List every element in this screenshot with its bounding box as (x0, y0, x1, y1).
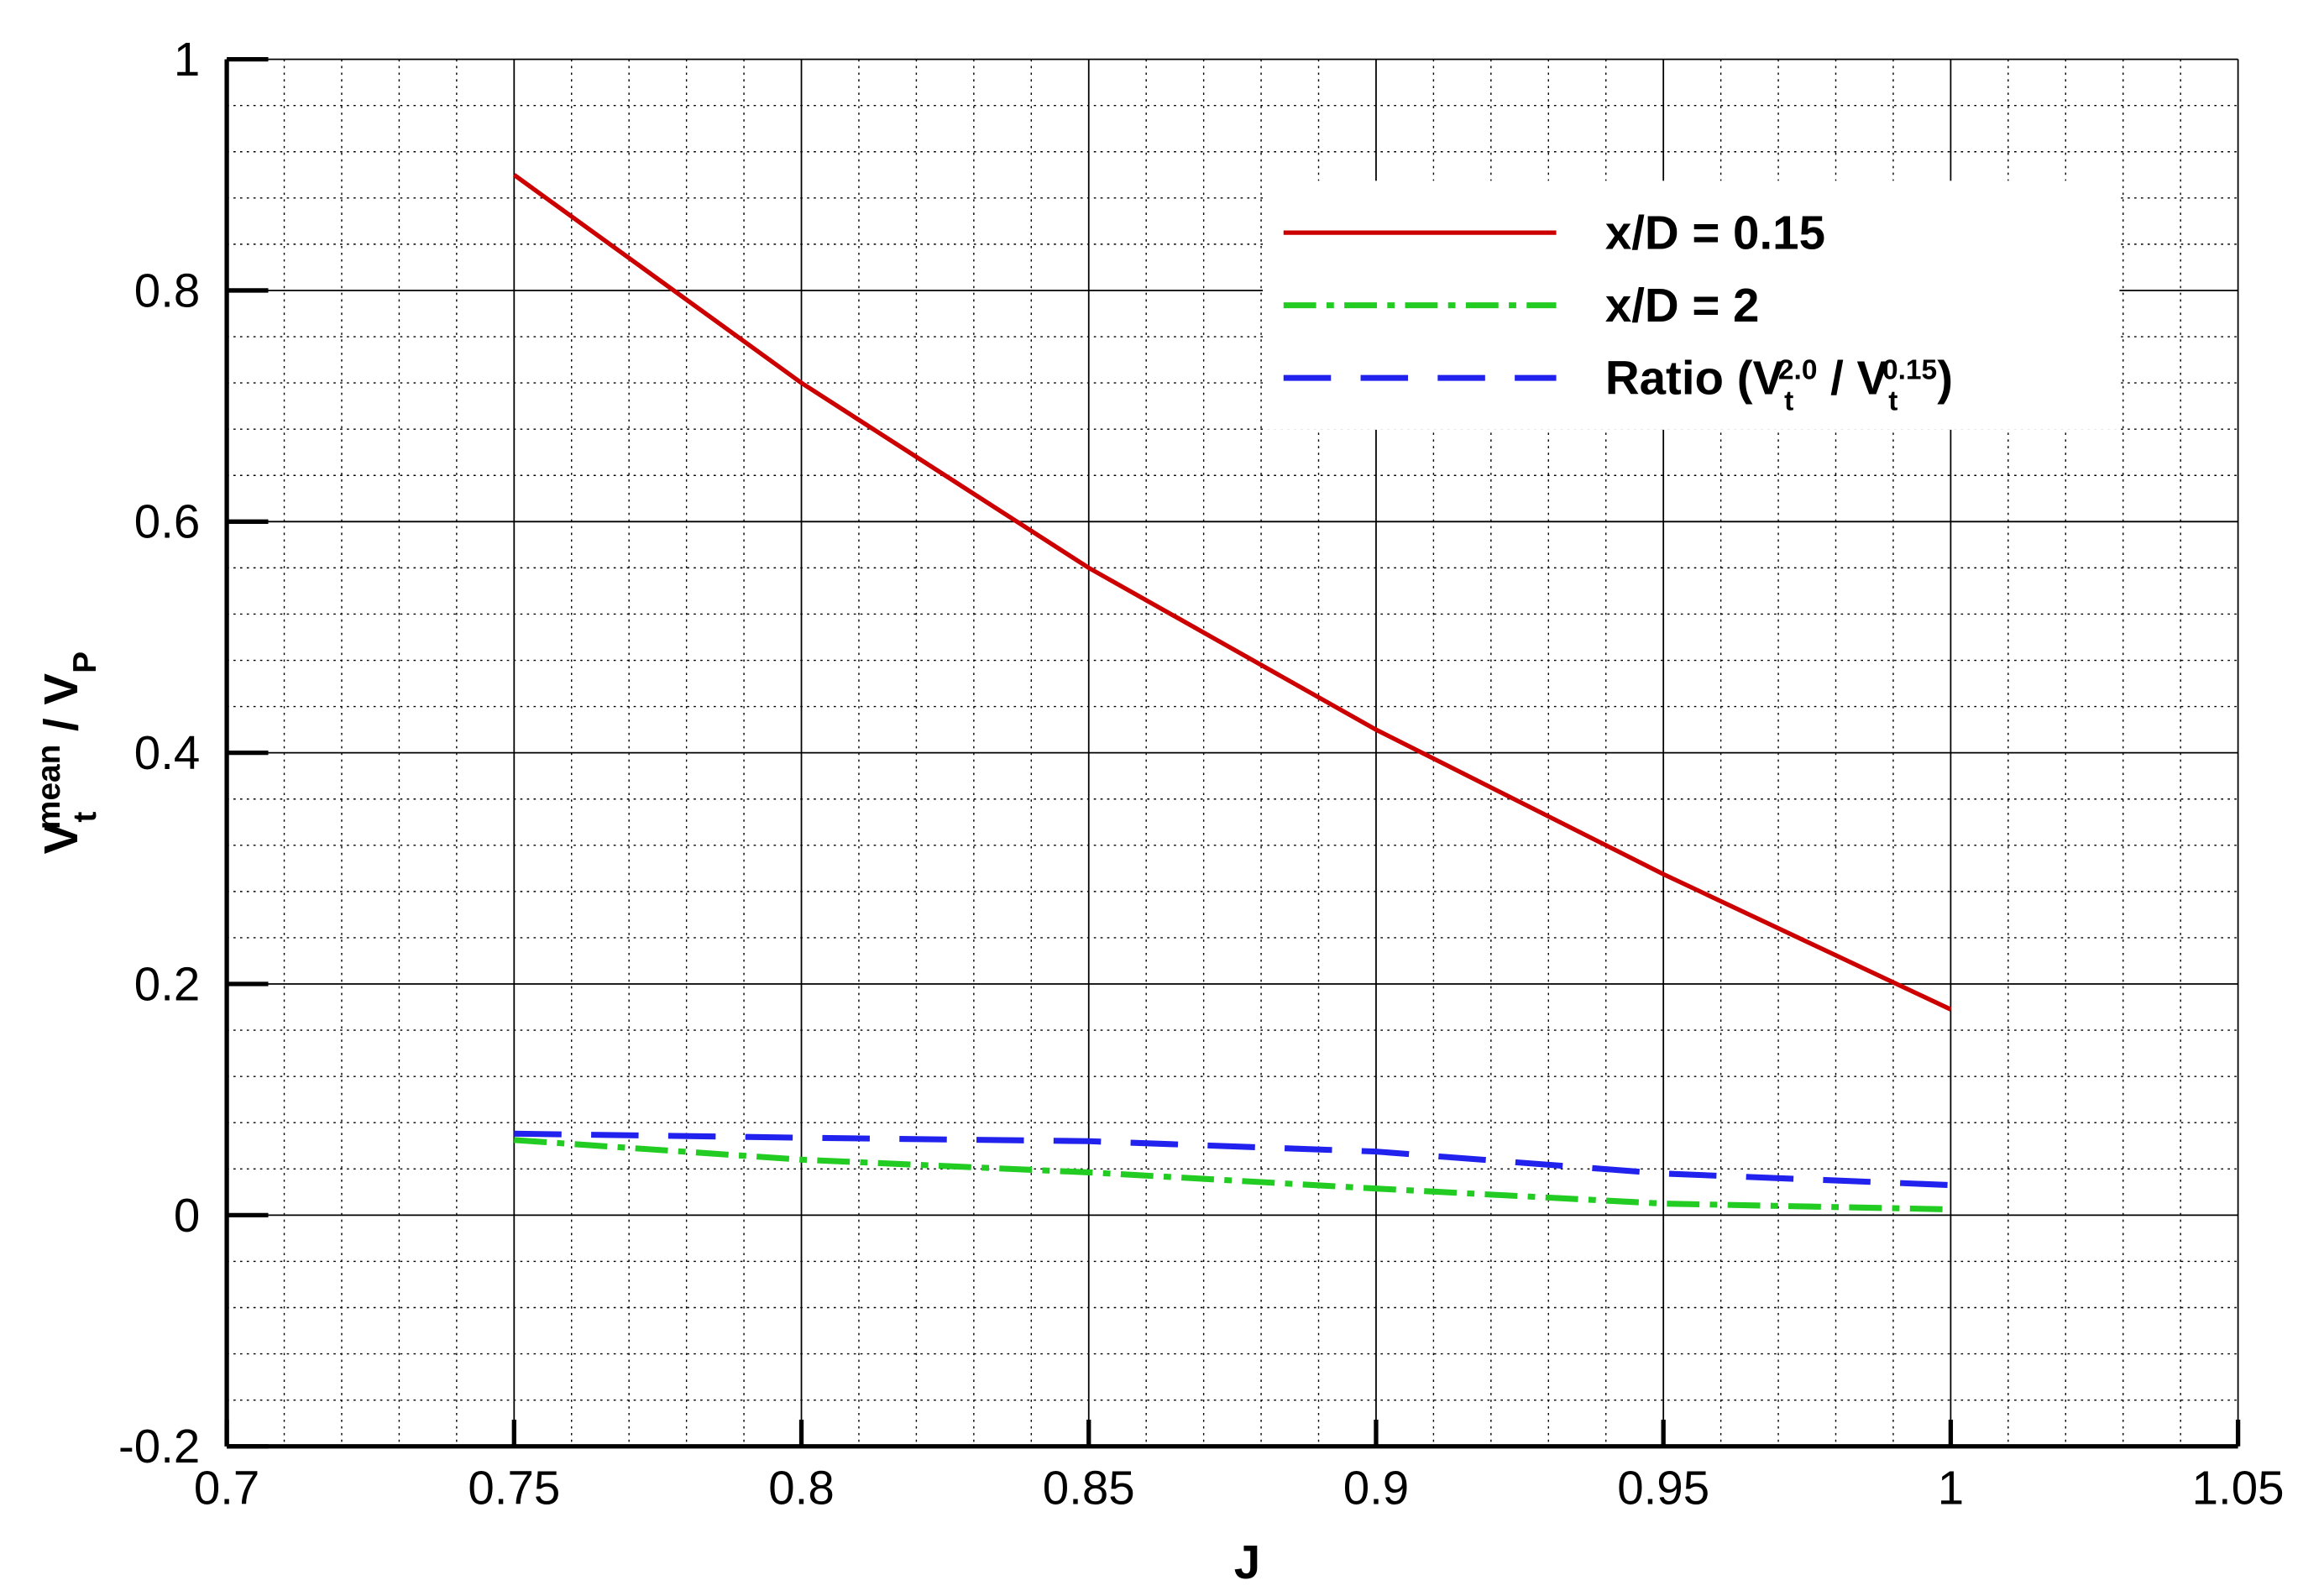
y-tick-label: -0.2 (118, 1420, 200, 1473)
text-part: t (1784, 385, 1793, 416)
legend-label: x/D = 0.15 (1605, 207, 1825, 259)
text-part: t (66, 812, 102, 823)
text-part: 2.0 (1778, 354, 1818, 385)
text-part: 0.15 (1882, 354, 1937, 385)
y-tick-label: 1 (174, 33, 200, 86)
x-tick-label: 0.7 (194, 1462, 260, 1515)
text-part: mean (30, 745, 66, 829)
x-tick-label: 0.9 (1343, 1462, 1410, 1515)
y-tick-label: 0 (174, 1189, 200, 1242)
legend-label: Ratio (Vt2.0 / Vt0.15) (1605, 352, 1953, 416)
x-tick-label: 0.75 (468, 1462, 560, 1515)
text-part: V (34, 822, 87, 854)
x-tick-label: 1.05 (2192, 1462, 2285, 1515)
text-part: ) (1937, 352, 1953, 405)
text-part: x/D = 0.15 (1605, 207, 1825, 259)
x-tick-label: 0.85 (1043, 1462, 1135, 1515)
x-axis-label: J (1234, 1536, 1260, 1588)
text-part: / V (34, 673, 87, 745)
text-part: P (66, 651, 102, 673)
text-part: x/D = 2 (1605, 279, 1760, 332)
series-line (514, 1137, 1951, 1213)
x-tick-label: 0.95 (1617, 1462, 1709, 1515)
series-line (514, 1130, 1951, 1189)
text-part: Ratio (V (1605, 352, 1785, 405)
text-part: / V (1818, 352, 1889, 405)
text-part: t (1888, 385, 1897, 416)
legend-label: x/D = 2 (1605, 279, 1760, 332)
x-tick-label: 0.8 (768, 1462, 835, 1515)
y-tick-label: 0.4 (134, 726, 201, 779)
y-axis-label: Vtmean / VP (30, 651, 102, 854)
y-tick-label: 0.8 (134, 264, 201, 317)
y-tick-label: 0.6 (134, 495, 201, 548)
series-line (512, 173, 1952, 1012)
y-tick-label: 0.2 (134, 957, 201, 1010)
x-tick-label: 1 (1938, 1462, 1964, 1515)
